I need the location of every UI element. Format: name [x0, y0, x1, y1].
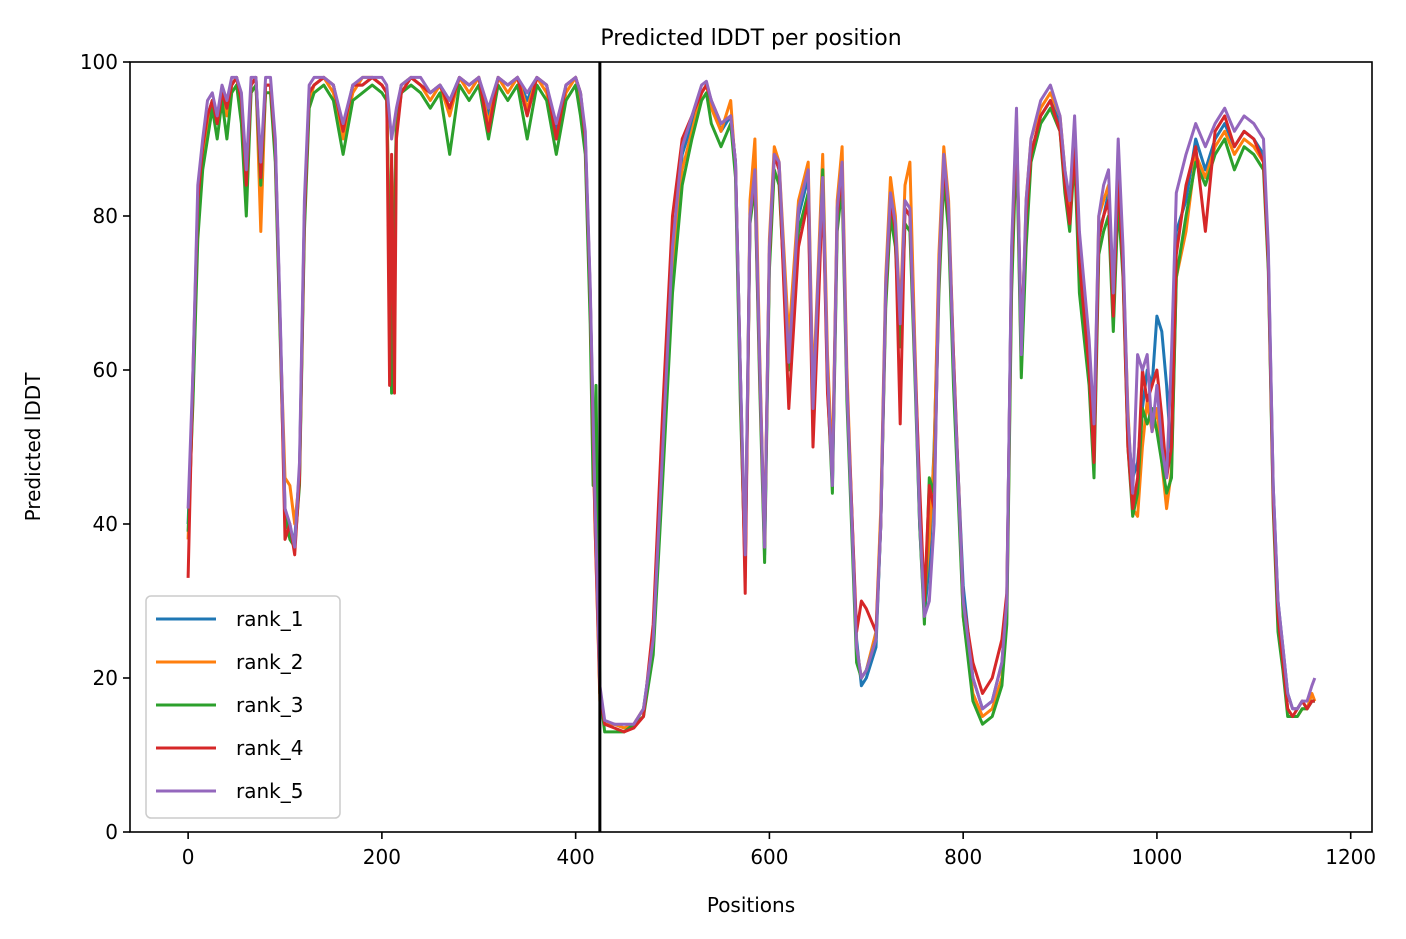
plot-area-frame — [129, 61, 1373, 833]
series-line-rank-5 — [186, 75, 1317, 726]
y-tick-label: 40 — [93, 512, 118, 536]
y-tick-label: 20 — [93, 666, 118, 690]
x-tick-label: 0 — [182, 845, 195, 869]
x-tick-label: 800 — [944, 845, 982, 869]
x-tick-label: 400 — [557, 845, 595, 869]
series-line-rank-3 — [186, 83, 1315, 734]
legend: rank_1 rank_2 rank_3 rank_4 rank_5 — [145, 595, 341, 819]
y-tick-label: 100 — [80, 50, 118, 74]
y-tick-label: 0 — [105, 820, 118, 844]
legend-label-rank-1: rank_1 — [236, 607, 303, 631]
x-axis-ticks: 0 200 400 600 800 1000 1200 — [182, 832, 1376, 869]
y-tick-label: 60 — [93, 358, 118, 382]
y-axis-label: Predicted lDDT — [21, 372, 45, 522]
y-axis-ticks: 0 20 40 60 80 100 — [80, 50, 130, 844]
x-tick-label: 1000 — [1131, 845, 1182, 869]
x-axis-label: Positions — [707, 893, 795, 917]
legend-label-rank-2: rank_2 — [236, 650, 303, 674]
x-tick-label: 1200 — [1325, 845, 1376, 869]
legend-label-rank-4: rank_4 — [236, 736, 303, 760]
y-tick-label: 80 — [93, 204, 118, 228]
chart-title: Predicted lDDT per position — [600, 26, 901, 51]
x-tick-label: 200 — [363, 845, 401, 869]
legend-label-rank-3: rank_3 — [236, 693, 303, 717]
series-layer — [186, 75, 1317, 734]
legend-box — [145, 595, 341, 819]
x-tick-label: 600 — [750, 845, 788, 869]
legend-label-rank-5: rank_5 — [236, 779, 303, 803]
